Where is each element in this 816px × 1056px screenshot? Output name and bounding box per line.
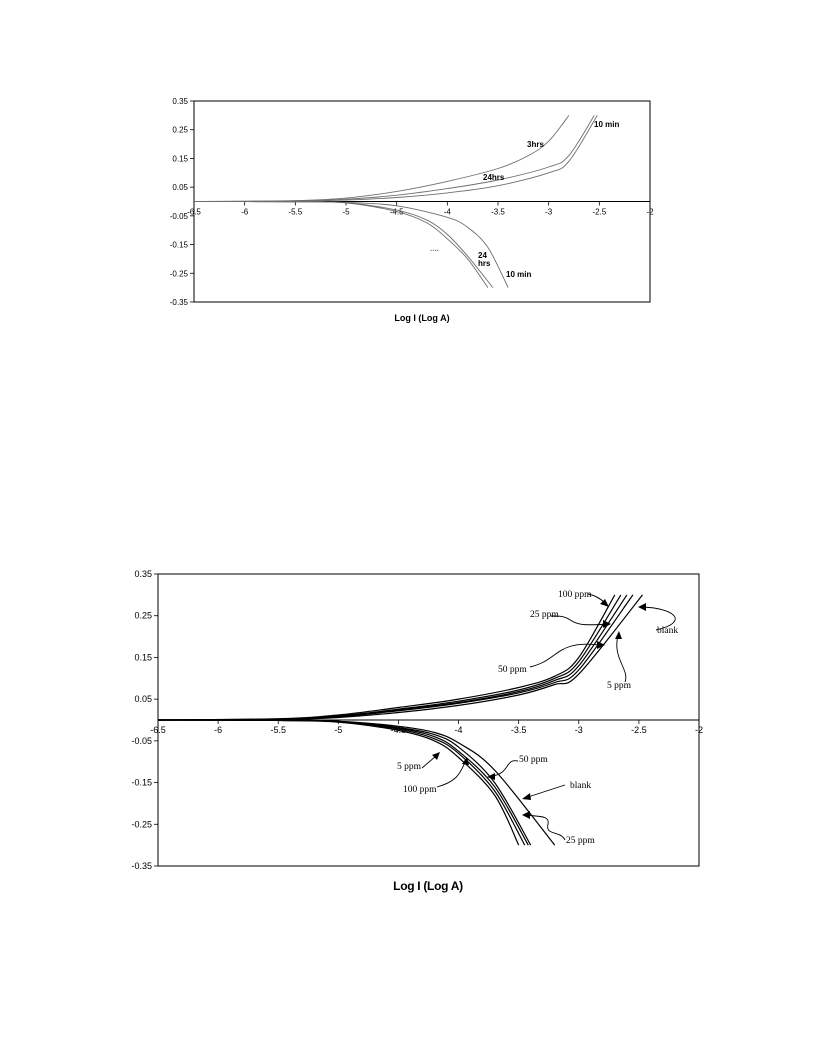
y-tick-label: 0.25 [134,611,152,621]
chart-1: 0.35 0.25 0.15 0.05 -0.05 -0.15 -0.25 -0.35 -6.… [170,97,654,323]
x-tick-label: -2 [695,725,703,735]
y-tick-label: -0.15 [131,778,152,788]
x-tick-label: -2.5 [592,208,606,217]
chart-1-annotation-24hrs: 24hrs [483,173,505,182]
chart-2-annotation-blank-cathodic: blank [570,781,591,791]
arrowhead-blank-cathodic [522,793,531,800]
y-tick-label: -0.15 [170,241,189,250]
series-line-cathodic-100-ppm [157,719,526,846]
y-tick-label: -0.25 [131,819,152,829]
arrowhead-blank-anodic [638,603,646,611]
x-tick-label: -2 [646,208,654,217]
chart-1-series [193,115,598,288]
y-tick-label: 0.05 [172,183,188,192]
chart-2-x-axis-label: Log I (Log A) [393,879,463,893]
arrowhead-100ppm-anodic [600,599,609,607]
x-tick-label: -3 [575,725,583,735]
chart-1-annotation-10min-anodic: 10 min [594,120,619,129]
chart-2-y-ticks: 0.35 0.25 0.15 0.05 -0.05 -0.15 -0.25 -0.35 [131,569,158,871]
arrowhead-50ppm-cathodic [487,773,495,780]
chart-2-annotation-100ppm-anodic: 100 ppm [558,590,592,600]
x-tick-label: -6 [241,208,249,217]
arrowhead-25ppm-anodic [603,620,611,628]
x-tick-label: -6.5 [187,208,201,217]
y-tick-label: -0.05 [170,212,189,221]
x-tick-label: -6 [214,725,222,735]
chart-1-annotation-24-hrs-cathodic: 24 hrs [478,251,491,268]
series-line-anodic-24hrs [193,115,595,202]
series-line-anodic-5-ppm [157,594,634,721]
series-line-cathodic-10-min [193,201,509,288]
x-tick-label: -3.5 [511,725,527,735]
arrowhead-100ppm-cathodic [462,757,469,765]
y-tick-label: -0.35 [170,298,189,307]
x-tick-label: -5 [334,725,342,735]
chart-1-annotation-3hrs: 3hrs [527,140,544,149]
y-tick-label: -0.05 [131,736,152,746]
x-tick-label: -5.5 [288,208,302,217]
series-line-anodic-10-min [193,115,598,202]
chart-1-y-ticks: 0.35 0.25 0.15 0.05 -0.05 -0.15 -0.25 -0.35 [170,97,194,307]
callout-leader-blank-anodic [641,606,676,631]
y-tick-label: 0.35 [172,97,188,106]
chart-2-annotation-5ppm-cathodic: 5 ppm [397,762,422,772]
arrowhead-5ppm-cathodic [432,752,440,760]
series-line-cathodic-5-ppm [157,719,520,846]
x-tick-label: -3.5 [491,208,505,217]
y-tick-label: 0.25 [172,126,188,135]
chart-2-annotation-25ppm-anodic: 25 ppm [530,610,559,620]
callout-leader-50ppm-cathodic [491,760,519,777]
chart-1-annotation-hrs: hrs [478,259,491,268]
chart-1-x-ticks: -6.5 -6 -5.5 -5 -4.5 -4 -3.5 -3 -2.5 -2 [187,201,654,217]
chart-2-annotation-50ppm-anodic: 50 ppm [498,665,527,675]
x-tick-label: -6.5 [150,725,166,735]
chart-2: 0.35 0.25 0.15 0.05 -0.05 -0.15 -0.25 -0.35 -6.… [131,569,703,893]
arrowhead-50ppm-anodic [597,641,605,649]
y-tick-label: 0.05 [134,694,152,704]
callout-leader-5ppm-anodic [616,635,627,683]
chart-2-series [157,594,643,846]
y-tick-label: 0.15 [134,652,152,662]
callout-leader-100ppm-cathodic [436,761,466,788]
chart-2-annotation-blank-anodic: blank [657,626,678,636]
series-line-anodic-3hrs [193,115,570,202]
x-tick-label: -4 [455,725,463,735]
callout-leader-5ppm-cathodic [421,755,437,769]
callout-leader-25ppm-cathodic [527,814,566,841]
chart-1-annotation-10min-cathodic: 10 min [506,270,531,279]
chart-2-annotation-50ppm-cathodic: 50 ppm [519,755,548,765]
y-tick-label: 0.35 [134,569,152,579]
y-tick-label: -0.25 [170,269,189,278]
y-tick-label: -0.35 [131,861,152,871]
series-line-anodic-blank [157,594,643,721]
chart-2-callout-arrowheads [432,599,646,819]
series-line-cathodic-25-ppm [157,719,556,846]
callout-leader-25ppm-anodic [550,615,607,626]
x-tick-label: -3 [545,208,553,217]
y-tick-label: 0.15 [172,154,188,163]
chart-1-annotation-dots: .... [430,244,439,253]
x-tick-label: -4 [444,208,452,217]
x-tick-label: -5.5 [270,725,286,735]
chart-2-annotation-25ppm-cathodic: 25 ppm [566,836,595,846]
callout-leader-50ppm-anodic [529,643,601,668]
x-tick-label: -2.5 [631,725,647,735]
series-line-cathodic-blank [157,719,532,846]
x-tick-label: -5 [342,208,350,217]
chart-2-callout-leaders [421,593,676,841]
chart-1-annotation-24: 24 [478,251,487,260]
chart-1-x-axis-label: Log I (Log A) [394,313,449,323]
chart-2-annotation-5ppm-anodic: 5 ppm [607,681,632,691]
arrowhead-25ppm-cathodic [522,811,530,819]
chart-2-annotation-100ppm-cathodic: 100 ppm [403,785,437,795]
series-line-cathodic-50-ppm [157,719,529,846]
arrowhead-5ppm-anodic [615,631,622,639]
callout-leader-blank-cathodic [527,784,566,798]
